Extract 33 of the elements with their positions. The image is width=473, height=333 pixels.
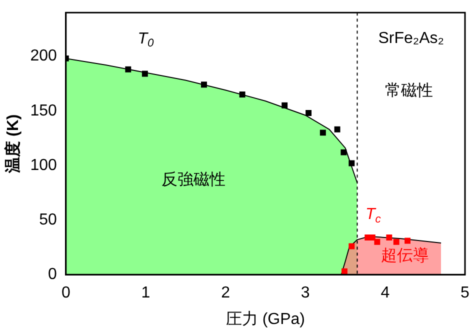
y-tick-label: 0 [48,266,57,284]
annotation: 超伝導 [381,246,430,265]
point [142,70,148,77]
annotation: 反強磁性 [162,170,226,189]
point [334,126,340,132]
point [404,238,411,244]
x-tick-label: 4 [380,284,390,302]
point [201,82,207,88]
point [340,149,347,156]
point [341,268,348,274]
point [348,243,355,250]
point [306,110,312,116]
y-tick-label: 200 [30,48,57,65]
y-axis-title: 温度 (K) [3,114,22,174]
x-tick-label: 2 [221,284,230,302]
point [320,130,326,136]
point [393,238,400,245]
x-tick-label: 3 [300,284,310,302]
x-tick-label: 0 [61,284,70,302]
point [386,234,392,240]
x-axis-title: 圧力 (GPa) [226,310,306,328]
point [282,102,288,108]
x-tick-label: 1 [141,284,150,302]
y-tick-label: 150 [30,102,57,120]
y-tick-label: 50 [39,211,57,228]
x-tick-label: 5 [460,284,470,302]
annotation: 常磁性 [385,82,434,100]
y-tick-label: 100 [30,156,57,174]
point [239,92,246,98]
point [374,238,380,245]
point [348,160,355,166]
point [125,66,132,72]
annotation: SrFe₂As₂ [378,30,444,48]
